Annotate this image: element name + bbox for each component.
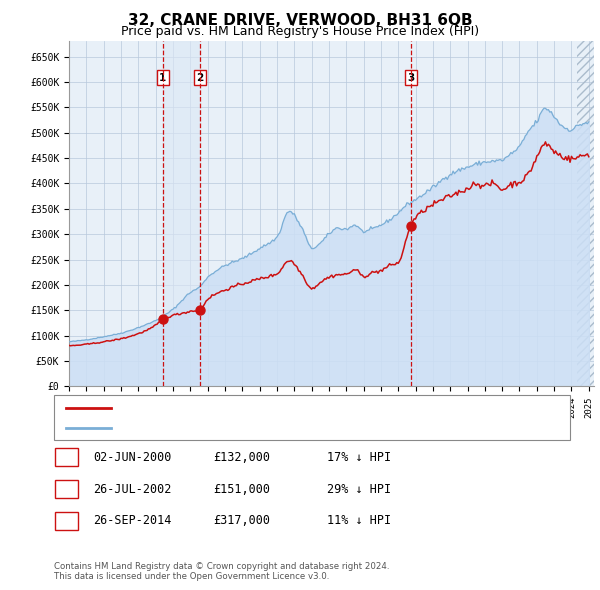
Text: 3: 3 <box>63 514 70 527</box>
Text: Contains HM Land Registry data © Crown copyright and database right 2024.
This d: Contains HM Land Registry data © Crown c… <box>54 562 389 581</box>
Text: 29% ↓ HPI: 29% ↓ HPI <box>327 483 391 496</box>
Text: £317,000: £317,000 <box>213 514 270 527</box>
Text: £132,000: £132,000 <box>213 451 270 464</box>
Text: 17% ↓ HPI: 17% ↓ HPI <box>327 451 391 464</box>
Text: 32, CRANE DRIVE, VERWOOD, BH31 6QB (detached house): 32, CRANE DRIVE, VERWOOD, BH31 6QB (deta… <box>116 403 434 412</box>
Text: 1: 1 <box>63 451 70 464</box>
Text: 1: 1 <box>159 73 167 83</box>
Text: HPI: Average price, detached house, Dorset: HPI: Average price, detached house, Dors… <box>116 424 379 434</box>
Text: 02-JUN-2000: 02-JUN-2000 <box>93 451 172 464</box>
Text: 2: 2 <box>63 483 70 496</box>
Text: 2: 2 <box>196 73 203 83</box>
Text: £151,000: £151,000 <box>213 483 270 496</box>
Text: Price paid vs. HM Land Registry's House Price Index (HPI): Price paid vs. HM Land Registry's House … <box>121 25 479 38</box>
Text: 26-JUL-2002: 26-JUL-2002 <box>93 483 172 496</box>
Bar <box>163 41 200 386</box>
Text: 26-SEP-2014: 26-SEP-2014 <box>93 514 172 527</box>
Text: 3: 3 <box>407 73 415 83</box>
Text: 32, CRANE DRIVE, VERWOOD, BH31 6QB: 32, CRANE DRIVE, VERWOOD, BH31 6QB <box>128 13 472 28</box>
Text: 11% ↓ HPI: 11% ↓ HPI <box>327 514 391 527</box>
